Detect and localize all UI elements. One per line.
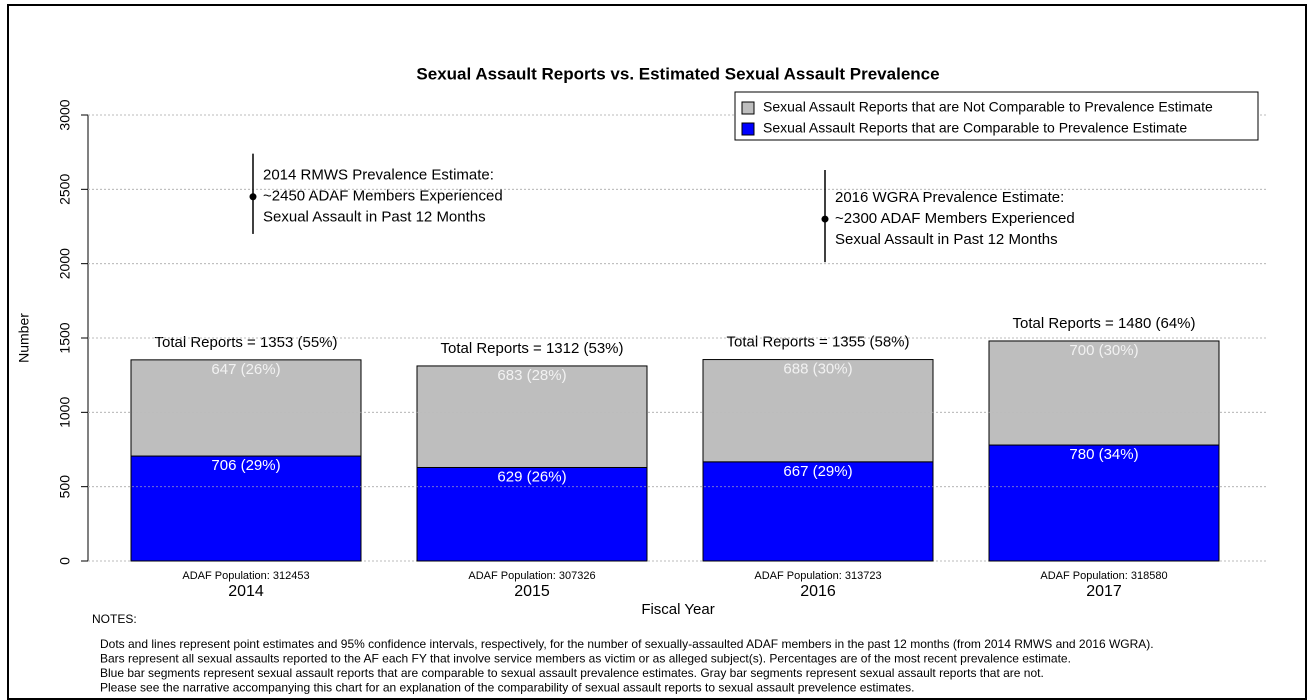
- population-label: ADAF Population: 307326: [468, 570, 595, 582]
- bar-segment: [702, 359, 934, 463]
- value-label: 647 (26%): [211, 361, 280, 378]
- point-estimate: [821, 215, 829, 223]
- point-estimate: [249, 193, 257, 201]
- legend-box: [734, 91, 1259, 141]
- x-axis-label: Fiscal Year: [641, 601, 714, 618]
- total-label: Total Reports = 1312 (53%): [440, 340, 623, 357]
- y-tick-label: 500: [57, 475, 73, 499]
- chart-title: Sexual Assault Reports vs. Estimated Sex…: [416, 64, 939, 83]
- x-tick-label: 2016: [800, 583, 836, 600]
- estimate-annotation: Sexual Assault in Past 12 Months: [263, 209, 486, 226]
- total-label: Total Reports = 1353 (55%): [154, 334, 337, 351]
- estimate-annotation: 2014 RMWS Prevalence Estimate:: [263, 167, 494, 184]
- value-label: 688 (30%): [783, 361, 852, 378]
- legend-swatch: [741, 101, 755, 115]
- estimate-annotation: Sexual Assault in Past 12 Months: [835, 231, 1058, 248]
- value-label: 667 (29%): [783, 463, 852, 480]
- frame: [7, 4, 1307, 700]
- bar-segment: [702, 461, 934, 562]
- value-label: 706 (29%): [211, 457, 280, 474]
- value-label: 683 (28%): [497, 367, 566, 384]
- population-label: ADAF Population: 312453: [182, 570, 309, 582]
- y-axis-label: Number: [16, 313, 32, 363]
- legend-label: Sexual Assault Reports that are Not Comp…: [763, 99, 1213, 115]
- value-label: 780 (34%): [1069, 446, 1138, 463]
- y-tick-label: 3000: [57, 99, 73, 130]
- y-tick-label: 0: [57, 557, 73, 565]
- bar-segment: [416, 365, 648, 468]
- x-tick-label: 2017: [1086, 583, 1122, 600]
- population-label: ADAF Population: 318580: [1040, 570, 1167, 582]
- bar-segment: [130, 455, 362, 562]
- notes-title: NOTES:: [92, 612, 137, 626]
- y-tick-label: 1500: [57, 322, 73, 353]
- x-tick-label: 2014: [228, 583, 264, 600]
- estimate-annotation: 2016 WGRA Prevalence Estimate:: [835, 189, 1064, 206]
- note-line: Blue bar segments represent sexual assau…: [100, 666, 1044, 680]
- note-line: Please see the narrative accompanying th…: [100, 681, 914, 695]
- bar-segment: [988, 444, 1220, 562]
- bar-segment: [416, 466, 648, 562]
- value-label: 700 (30%): [1069, 342, 1138, 359]
- legend-swatch: [741, 122, 755, 136]
- x-tick-label: 2015: [514, 583, 550, 600]
- y-tick-label: 1000: [57, 397, 73, 428]
- population-label: ADAF Population: 313723: [754, 570, 881, 582]
- value-label: 629 (26%): [497, 468, 566, 485]
- note-line: Dots and lines represent point estimates…: [100, 637, 1154, 651]
- total-label: Total Reports = 1355 (58%): [726, 334, 909, 351]
- estimate-annotation: ~2450 ADAF Members Experienced: [263, 188, 503, 205]
- note-line: Bars represent all sexual assaults repor…: [100, 652, 1071, 666]
- y-tick-label: 2000: [57, 248, 73, 279]
- estimate-annotation: ~2300 ADAF Members Experienced: [835, 210, 1075, 227]
- total-label: Total Reports = 1480 (64%): [1012, 315, 1195, 332]
- bar-segment: [130, 359, 362, 457]
- y-tick-label: 2500: [57, 174, 73, 205]
- legend-label: Sexual Assault Reports that are Comparab…: [763, 120, 1187, 136]
- bar-segment: [988, 340, 1220, 446]
